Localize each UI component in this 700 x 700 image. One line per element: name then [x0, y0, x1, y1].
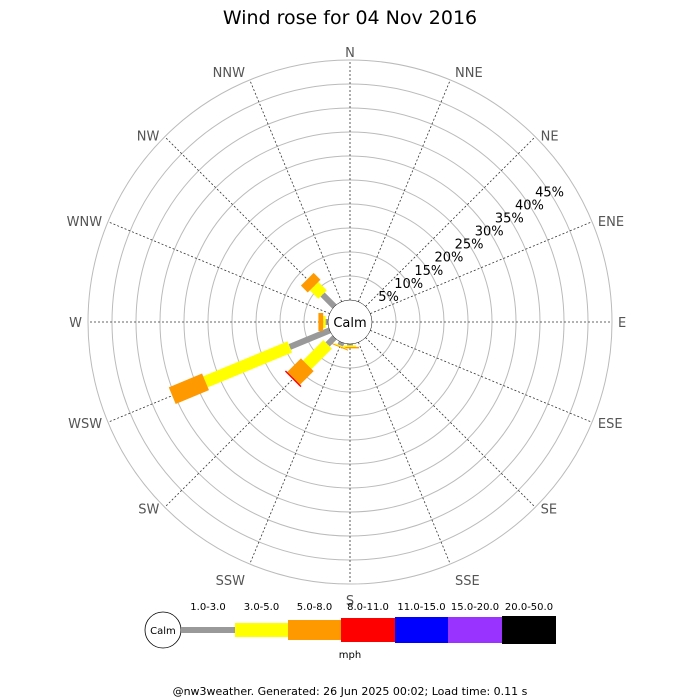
spoke-segment [203, 341, 293, 388]
calm-circle [327, 299, 373, 345]
direction-labels: N NNE NE ENE E ESE SE SSE S SSW SW WSW W WNW NW NNW [67, 46, 627, 609]
legend-calm-label: Calm [150, 626, 176, 637]
direction-line [249, 79, 342, 302]
direction-label: WSW [68, 417, 102, 432]
spoke-segment [288, 327, 331, 350]
legend-unit: mph [339, 650, 361, 661]
direction-label: SW [138, 503, 159, 518]
direction-label: NNW [213, 66, 245, 81]
ring-label: 35% [495, 212, 524, 227]
direction-label: E [618, 316, 626, 331]
direction-label: SSW [216, 574, 246, 589]
legend-swatch [235, 623, 288, 637]
chart-title: Wind rose for 04 Nov 2016 [223, 7, 477, 29]
grid-ring [87, 59, 613, 585]
legend-swatch [395, 617, 448, 643]
legend-swatch [502, 616, 556, 644]
direction-label: SE [541, 503, 557, 518]
legend-bin-label: 3.0-5.0 [244, 602, 279, 613]
direction-line [370, 330, 593, 423]
spoke-segment [284, 370, 302, 388]
wind-spokes [168, 272, 359, 404]
direction-line [358, 79, 451, 302]
legend-bin-label: 20.0-50.0 [505, 602, 553, 613]
ring-label: 45% [535, 185, 564, 200]
spoke-segment [300, 272, 321, 293]
direction-line [249, 342, 342, 565]
ring-label: 40% [515, 198, 544, 213]
spoke-segment [303, 340, 332, 369]
legend-swatch [181, 627, 235, 633]
direction-label: ENE [598, 215, 624, 230]
legend-bin-label: 11.0-15.0 [397, 602, 445, 613]
direction-line [370, 221, 593, 314]
direction-label: SSE [455, 574, 480, 589]
spoke-segment [309, 281, 327, 299]
legend-swatch [288, 620, 341, 640]
direction-line [365, 136, 536, 307]
ring-label: 25% [455, 238, 484, 253]
direction-line [358, 342, 451, 565]
spoke-segment [320, 292, 337, 309]
direction-label: WNW [67, 215, 103, 230]
speed-legend: Calm 1.0-3.0 3.0-5.0 5.0-8.0 8.0-11.0 11.0-15… [144, 602, 556, 649]
direction-label: S [346, 594, 354, 609]
direction-label: W [69, 316, 82, 331]
calm-circle: Calm [327, 299, 373, 345]
ring-labels: 5%10%15%20%25%30%35%40%45% [378, 185, 564, 305]
spoke-segment [337, 341, 345, 347]
direction-line [365, 337, 536, 508]
legend-bin-label: 8.0-11.0 [347, 602, 389, 613]
ring-label: 10% [394, 277, 423, 292]
legend-bin-label: 1.0-3.0 [190, 602, 225, 613]
direction-label: N [345, 46, 355, 61]
footer-text: @nw3weather. Generated: 26 Jun 2025 00:0… [173, 685, 528, 698]
ring-label: 20% [435, 251, 464, 266]
direction-label: ESE [598, 417, 623, 432]
spoke-segment [168, 373, 209, 404]
spoke-segment [325, 335, 337, 347]
legend-swatch [448, 617, 502, 643]
ring-label: 5% [378, 290, 399, 305]
legend-bin-label: 15.0-20.0 [451, 602, 499, 613]
calm-label: Calm [333, 316, 366, 331]
direction-label: NE [541, 129, 559, 144]
ring-label: 30% [475, 225, 504, 240]
direction-line [164, 136, 335, 307]
legend-swatch [341, 618, 395, 642]
spoke-segment [287, 358, 314, 385]
direction-line [107, 221, 330, 314]
ring-label: 15% [414, 264, 443, 279]
direction-label: NNE [455, 66, 483, 81]
direction-label: NW [137, 129, 160, 144]
legend-bin-label: 5.0-8.0 [297, 602, 332, 613]
